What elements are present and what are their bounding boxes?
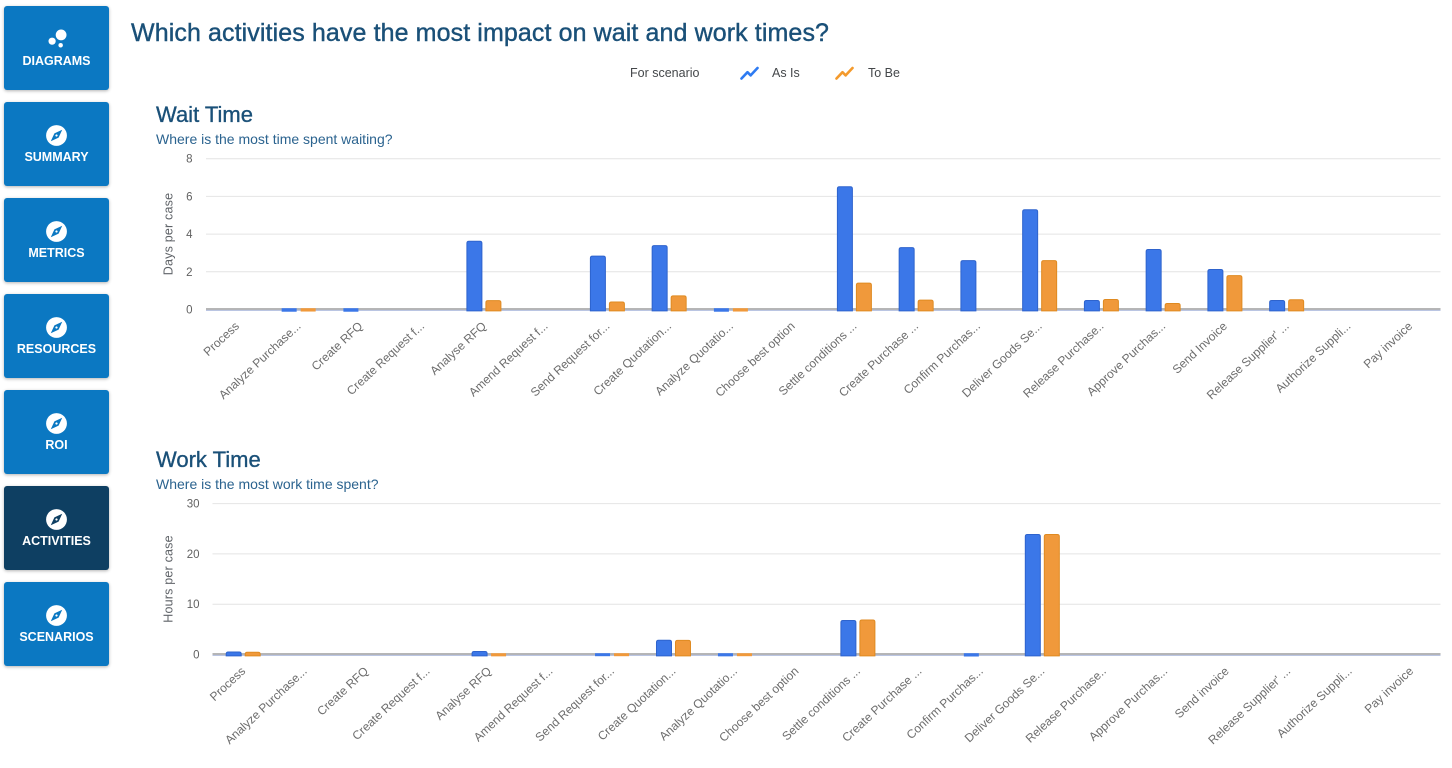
svg-text:2: 2	[186, 267, 192, 279]
svg-text:Send Invoice: Send Invoice	[1170, 319, 1231, 377]
svg-text:Create RFQ: Create RFQ	[309, 319, 366, 373]
svg-text:Process: Process	[201, 319, 242, 359]
svg-text:Process: Process	[207, 664, 248, 704]
svg-text:20: 20	[187, 549, 200, 561]
svg-text:Analyse RFQ: Analyse RFQ	[432, 664, 494, 723]
svg-text:Send invoice: Send invoice	[1172, 664, 1232, 721]
svg-text:6: 6	[186, 191, 192, 203]
svg-text:0: 0	[193, 650, 199, 662]
svg-text:30: 30	[187, 499, 200, 511]
svg-text:8: 8	[186, 154, 192, 166]
svg-text:Days per case: Days per case	[162, 193, 176, 276]
svg-text:Create RFQ: Create RFQ	[314, 664, 371, 718]
svg-text:Pay invoice: Pay invoice	[1361, 319, 1416, 371]
svg-text:10: 10	[187, 599, 200, 611]
svg-text:Pay invoice: Pay invoice	[1362, 664, 1417, 716]
svg-text:Analyse RFQ: Analyse RFQ	[427, 319, 489, 378]
svg-text:4: 4	[186, 229, 193, 241]
svg-text:Hours per case: Hours per case	[162, 535, 176, 623]
svg-text:0: 0	[186, 305, 192, 317]
